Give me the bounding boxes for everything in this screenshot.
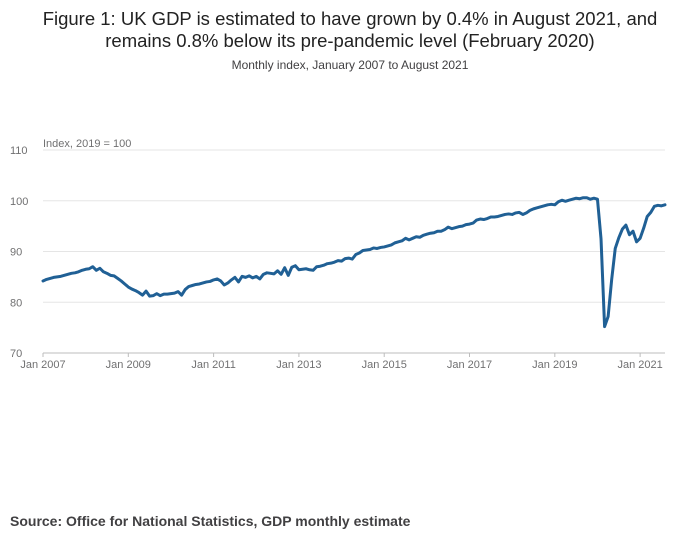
y-tick-label: 80 xyxy=(10,297,22,309)
y-tick-label: 90 xyxy=(10,247,22,259)
chart-subtitle: Monthly index, January 2007 to August 20… xyxy=(231,58,469,72)
x-tick-label: Jan 2019 xyxy=(532,359,577,371)
chart-title: Figure 1: UK GDP is estimated to have gr… xyxy=(0,8,700,52)
x-tick-label: Jan 2021 xyxy=(617,359,662,371)
chart-title-line-2: remains 0.8% below its pre-pandemic leve… xyxy=(105,30,595,51)
y-axis-label: Index, 2019 = 100 xyxy=(43,138,131,150)
x-tick-label: Jan 2013 xyxy=(276,359,321,371)
gridlines xyxy=(43,149,665,303)
chart-title-line-1: Figure 1: UK GDP is estimated to have gr… xyxy=(42,8,658,29)
x-tick-label: Jan 2011 xyxy=(191,359,235,371)
axes: 70 80 90 100 110 Jan 2007 Jan 2009 Jan 2011 Jan … xyxy=(10,145,665,371)
x-tick-label: Jan 2007 xyxy=(20,359,65,371)
y-tick-label: 100 xyxy=(10,196,28,208)
series-layer xyxy=(41,196,667,329)
y-tick-label: 110 xyxy=(10,145,28,157)
source-note: Source: Office for National Statistics, … xyxy=(10,513,411,529)
y-tick-label: 70 xyxy=(10,348,22,360)
x-tick-label: Jan 2009 xyxy=(106,359,151,371)
x-tick-label: Jan 2015 xyxy=(362,359,407,371)
gdp-series-line xyxy=(41,196,667,329)
x-tick-label: Jan 2017 xyxy=(447,359,492,371)
